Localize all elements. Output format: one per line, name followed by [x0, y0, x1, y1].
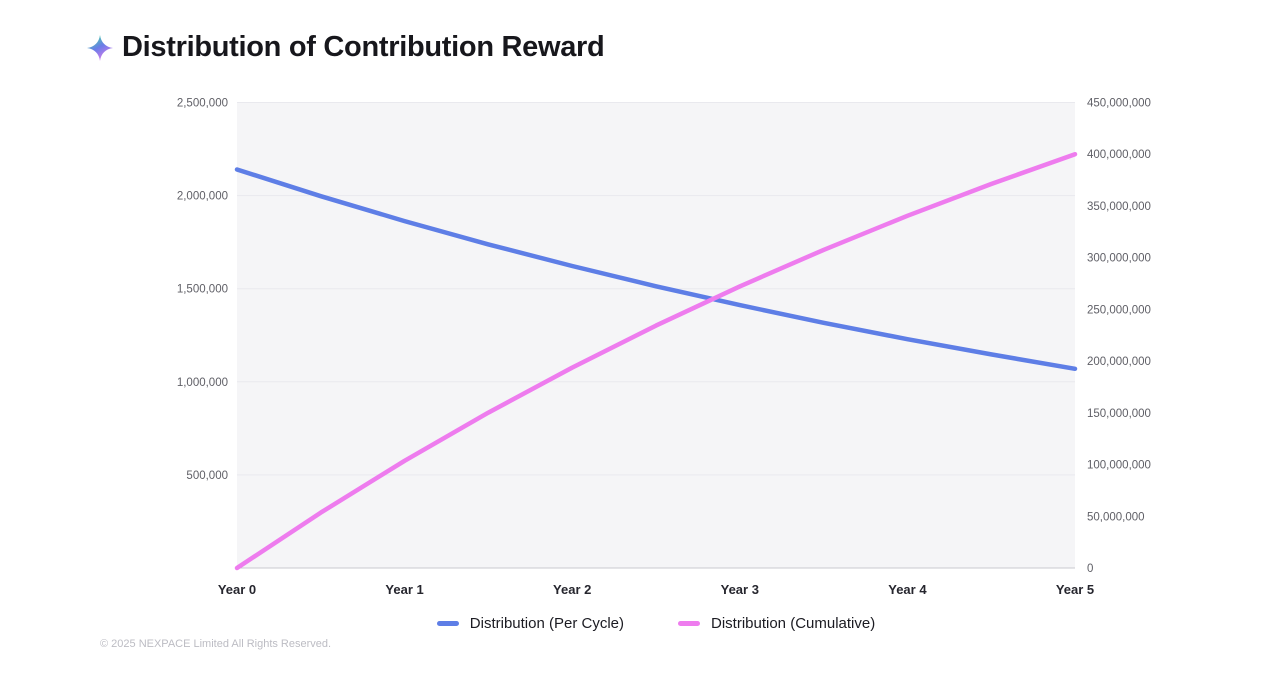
svg-text:Year 3: Year 3	[721, 582, 759, 597]
legend-label-cumulative: Distribution (Cumulative)	[711, 615, 876, 632]
svg-text:400,000,000: 400,000,000	[1087, 149, 1151, 161]
svg-text:2,500,000: 2,500,000	[177, 98, 228, 110]
series-line-cumulative	[234, 151, 1078, 571]
svg-text:Year 1: Year 1	[385, 582, 423, 597]
svg-text:100,000,000: 100,000,000	[1087, 460, 1151, 472]
svg-text:Year 0: Year 0	[218, 582, 256, 597]
series-line-per-cycle	[234, 167, 1078, 372]
right-axis-labels: 0 50,000,000 100,000,000 150,000,000 200,000…	[1087, 98, 1151, 576]
legend-item-cumulative: Distribution (Cumulative)	[678, 615, 875, 632]
gridlines	[237, 102, 1075, 476]
svg-text:1,000,000: 1,000,000	[177, 377, 228, 389]
chart-legend: Distribution (Per Cycle) Distribution (C…	[237, 615, 1075, 632]
svg-text:150,000,000: 150,000,000	[1087, 408, 1151, 420]
plot-background	[237, 102, 1075, 568]
chart-header: Distribution of Contribution Reward	[87, 31, 605, 64]
svg-text:450,000,000: 450,000,000	[1087, 98, 1151, 110]
svg-text:200,000,000: 200,000,000	[1087, 356, 1151, 368]
svg-text:Year 5: Year 5	[1056, 582, 1094, 597]
sparkle-icon	[87, 34, 113, 61]
svg-text:0: 0	[1087, 563, 1093, 575]
svg-text:350,000,000: 350,000,000	[1087, 201, 1151, 213]
legend-dash-cumulative	[678, 621, 700, 626]
svg-text:Year 4: Year 4	[888, 582, 927, 597]
svg-text:500,000: 500,000	[186, 470, 228, 482]
svg-text:1,500,000: 1,500,000	[177, 284, 228, 296]
svg-text:2,000,000: 2,000,000	[177, 191, 228, 203]
x-axis-labels: Year 0 Year 1 Year 2 Year 3 Year 4 Year 5	[218, 582, 1094, 597]
left-axis-labels: 500,000 1,000,000 1,500,000 2,000,000 2,500,…	[177, 98, 228, 482]
legend-item-per-cycle: Distribution (Per Cycle)	[436, 615, 624, 632]
legend-label-per-cycle: Distribution (Per Cycle)	[469, 615, 624, 632]
legend-dash-per-cycle	[436, 621, 459, 626]
svg-text:Year 2: Year 2	[553, 582, 591, 597]
svg-text:50,000,000: 50,000,000	[1087, 511, 1145, 523]
page-title: Distribution of Contribution Reward	[122, 31, 605, 63]
copyright-notice: © 2025 NEXPACE Limited All Rights Reserv…	[100, 638, 332, 650]
svg-text:300,000,000: 300,000,000	[1087, 253, 1151, 265]
svg-text:250,000,000: 250,000,000	[1087, 304, 1151, 316]
